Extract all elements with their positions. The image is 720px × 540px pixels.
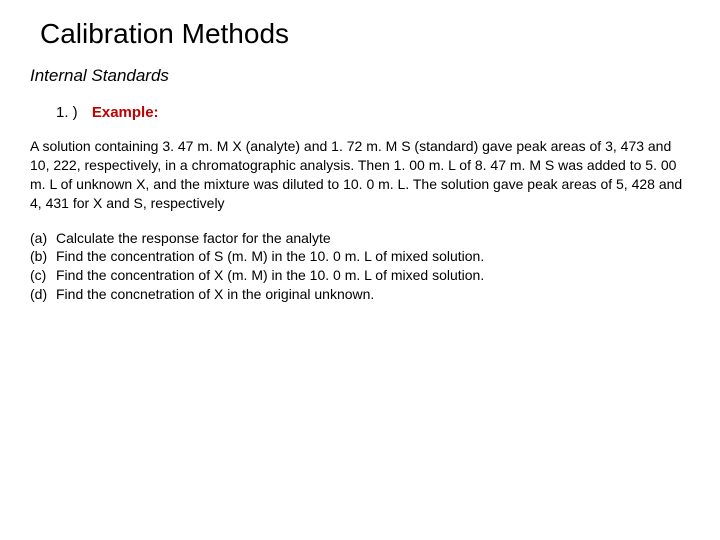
question-text: Find the concentration of X (m. M) in th…: [56, 266, 690, 285]
question-label: (a): [30, 229, 56, 248]
question-item: (d) Find the concnetration of X in the o…: [30, 285, 690, 304]
question-text: Find the concentration of S (m. M) in th…: [56, 247, 690, 266]
question-label: (c): [30, 266, 56, 285]
question-item: (a) Calculate the response factor for th…: [30, 229, 690, 248]
question-label: (b): [30, 247, 56, 266]
question-item: (c) Find the concentration of X (m. M) i…: [30, 266, 690, 285]
example-heading: 1. ) Example:: [56, 104, 690, 121]
example-label: Example:: [92, 104, 159, 121]
question-text: Calculate the response factor for the an…: [56, 229, 690, 248]
question-text: Find the concnetration of X in the origi…: [56, 285, 690, 304]
question-label: (d): [30, 285, 56, 304]
question-item: (b) Find the concentration of S (m. M) i…: [30, 247, 690, 266]
example-number: 1. ): [56, 104, 78, 121]
problem-statement: A solution containing 3. 47 m. M X (anal…: [30, 137, 690, 213]
page-title: Calibration Methods: [40, 18, 690, 50]
section-subtitle: Internal Standards: [30, 66, 690, 86]
questions-list: (a) Calculate the response factor for th…: [30, 229, 690, 305]
